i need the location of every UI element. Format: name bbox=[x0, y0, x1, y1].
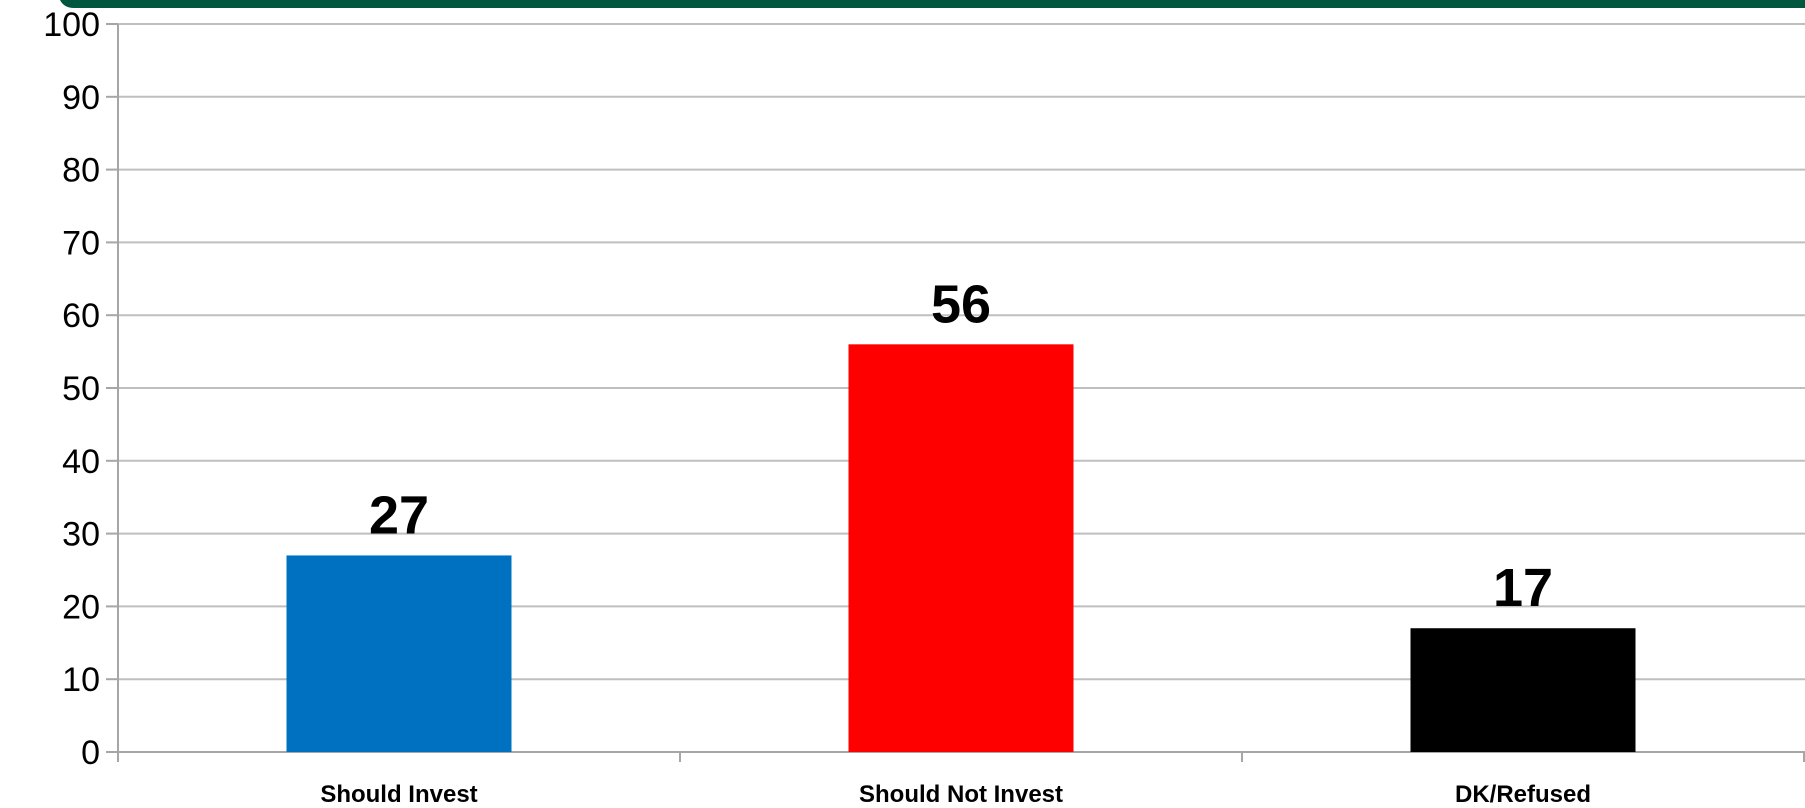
header-bar-layer bbox=[60, 0, 1805, 8]
category-label-0: Should Invest bbox=[320, 781, 477, 808]
category-label-2: DK/Refused bbox=[1455, 781, 1591, 808]
labels: 0 10 20 30 40 50 60 70 80 90 100 27 Should Invest 56 S… bbox=[43, 6, 1591, 808]
y-tick-label-40: 40 bbox=[62, 443, 100, 481]
data-label-2: 17 bbox=[1493, 558, 1553, 618]
data-label-1: 56 bbox=[931, 274, 991, 334]
y-tick-label-30: 30 bbox=[62, 516, 100, 554]
y-tick-label-0: 0 bbox=[81, 734, 100, 772]
y-tick-label-60: 60 bbox=[62, 297, 100, 335]
bars bbox=[287, 344, 1636, 752]
bar-2 bbox=[1411, 628, 1636, 752]
y-tick-label-70: 70 bbox=[62, 224, 100, 262]
header-bar bbox=[60, 0, 1805, 8]
category-label-1: Should Not Invest bbox=[859, 781, 1063, 808]
y-tick-label-20: 20 bbox=[62, 588, 100, 626]
y-tick-label-10: 10 bbox=[62, 661, 100, 699]
y-tick-label-90: 90 bbox=[62, 79, 100, 117]
y-tick-label-100: 100 bbox=[43, 6, 100, 44]
y-tick-label-80: 80 bbox=[62, 152, 100, 190]
bar-1 bbox=[849, 344, 1074, 752]
data-label-0: 27 bbox=[369, 485, 429, 545]
bar-0 bbox=[287, 555, 512, 752]
y-tick-label-50: 50 bbox=[62, 370, 100, 408]
